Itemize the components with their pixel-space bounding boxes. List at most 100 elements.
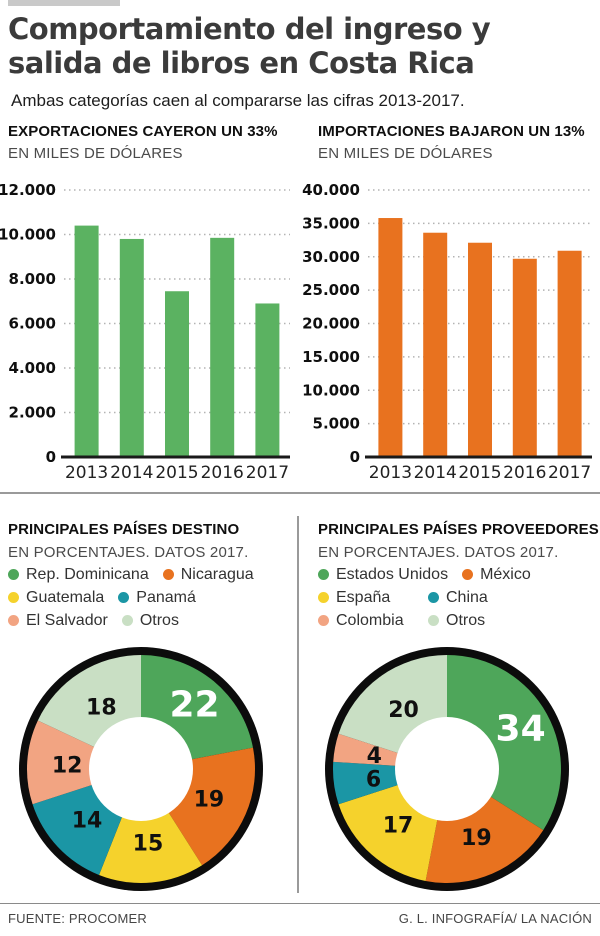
legend-row: Rep. Dominicana Nicaragua (8, 563, 296, 586)
legend-row: Guatemala Panamá (8, 586, 296, 609)
legend-item-China: China (428, 589, 488, 607)
slice-El Salvador (26, 720, 141, 805)
donut-hole (89, 717, 193, 821)
x-tick-label: 2015 (155, 463, 198, 483)
legend-label: China (446, 588, 488, 606)
imports-bar-chart: 0 5.000 10.000 15.000 20.000 25.000 30.000 35.0… (302, 181, 592, 483)
y-tick-label: 10.000 (0, 226, 56, 244)
x-tick-label: 2013 (65, 463, 108, 483)
y-tick-label: 2.000 (9, 404, 56, 422)
page-title-line1: Comportamiento del ingreso y (8, 12, 491, 46)
bar-2015 (165, 291, 189, 457)
x-tick-label: 2014 (414, 463, 457, 483)
section-divider (0, 492, 600, 494)
suppliers-title: PRINCIPALES PAÍSES PROVEEDORES (318, 521, 599, 538)
legend-row: Estados Unidos México (318, 563, 600, 586)
legend-item-España: España (318, 589, 414, 607)
legend-item-Rep. Dominicana: Rep. Dominicana (8, 566, 149, 584)
slice-value-label: 17 (383, 814, 414, 839)
legend-item-Estados Unidos: Estados Unidos (318, 566, 448, 584)
y-tick-label: 35.000 (302, 214, 360, 232)
page-subtitle: Ambas categorías caen al compararse las … (11, 91, 465, 110)
donut-hole (395, 717, 499, 821)
legend-item-Otros: Otros (121, 611, 179, 630)
bar-2014 (119, 238, 144, 457)
slice-value-label: 15 (133, 832, 164, 857)
destinations-title: PRINCIPALES PAÍSES DESTINO (8, 521, 240, 538)
y-tick-label: 20.000 (302, 315, 360, 333)
legend-label: México (480, 565, 531, 583)
legend-dot-icon (8, 615, 19, 626)
legend-dot-icon (428, 592, 439, 603)
legend-item-Nicaragua: Nicaragua (162, 565, 254, 584)
imports-chart-subtitle: EN MILES DE DÓLARES (318, 145, 493, 162)
y-tick-label: 10.000 (302, 381, 360, 399)
y-tick-label: 30.000 (302, 248, 360, 266)
bar-2015 (468, 242, 492, 457)
slice-value-label: 19 (194, 787, 225, 812)
legend-dot-icon (121, 615, 133, 626)
legend-item-Colombia: Colombia (318, 612, 414, 630)
suppliers-legend: Estados Unidos México España China Colombia O… (318, 563, 600, 632)
legend-dot-icon (318, 615, 329, 626)
y-tick-label: 0 (350, 448, 360, 466)
legend-dot-icon (8, 592, 19, 603)
legend-label: Panamá (136, 588, 196, 606)
legend-dot-icon (318, 569, 329, 580)
legend-dot-icon (318, 592, 329, 603)
y-tick-label: 40.000 (302, 181, 360, 199)
bar-2014 (423, 232, 448, 457)
bar-2013 (74, 225, 99, 457)
footer-divider (0, 903, 600, 904)
y-tick-label: 6.000 (9, 315, 56, 333)
slice-value-label: 19 (461, 826, 492, 851)
legend-dot-icon (162, 569, 174, 580)
y-tick-label: 15.000 (302, 348, 360, 366)
destinations-legend: Rep. Dominicana Nicaragua Guatemala Panamá E… (8, 563, 296, 632)
column-divider (297, 516, 299, 893)
y-tick-label: 5.000 (313, 415, 360, 433)
legend-row: Colombia Otros (318, 609, 600, 632)
legend-row: España China (318, 586, 600, 609)
legend-dot-icon (8, 569, 19, 580)
x-tick-label: 2016 (503, 463, 546, 483)
x-tick-label: 2017 (246, 463, 289, 483)
destinations-subtitle: EN PORCENTAJES. DATOS 2017. (8, 544, 249, 561)
y-tick-label: 12.000 (0, 181, 56, 199)
legend-label: Nicaragua (180, 565, 254, 583)
decorative-top-bar (8, 0, 120, 6)
slice-value-label: 22 (169, 684, 219, 725)
legend-item-Guatemala: Guatemala (8, 589, 104, 607)
page-title: Comportamiento del ingreso y salida de l… (8, 12, 592, 80)
legend-dot-icon (462, 569, 474, 580)
y-tick-label: 0 (46, 448, 56, 466)
legend-label: España (336, 588, 391, 606)
y-tick-label: 4.000 (9, 359, 56, 377)
slice-value-label: 4 (367, 744, 382, 769)
legend-label: Otros (139, 611, 179, 629)
legend-item-El Salvador: El Salvador (8, 612, 108, 630)
slice-value-label: 12 (52, 753, 83, 778)
slice-value-label: 14 (72, 809, 103, 834)
legend-item-México: México (462, 566, 531, 584)
slice-value-label: 20 (388, 698, 419, 723)
legend-label: Rep. Dominicana (26, 565, 149, 583)
destinations-donut-chart: 22 19 15 14 12 18 (19, 647, 263, 891)
footer-source: FUENTE: PROCOMER (8, 911, 147, 926)
slice-value-label: 6 (366, 767, 381, 792)
x-tick-label: 2015 (458, 463, 501, 483)
footer-credit: G. L. INFOGRAFÍA/ LA NACIÓN (398, 911, 592, 926)
exports-chart-subtitle: EN MILES DE DÓLARES (8, 145, 183, 162)
legend-label: Estados Unidos (336, 565, 449, 583)
legend-item-Otros: Otros (428, 612, 485, 630)
y-tick-label: 25.000 (302, 281, 360, 299)
legend-dot-icon (428, 615, 439, 626)
x-tick-label: 2014 (110, 463, 153, 483)
legend-label: El Salvador (26, 611, 108, 629)
imports-chart-title: IMPORTACIONES BAJARON UN 13% (318, 123, 585, 140)
bar-2017 (255, 303, 280, 457)
slice-value-label: 34 (496, 709, 546, 750)
legend-label: Colombia (336, 611, 404, 629)
